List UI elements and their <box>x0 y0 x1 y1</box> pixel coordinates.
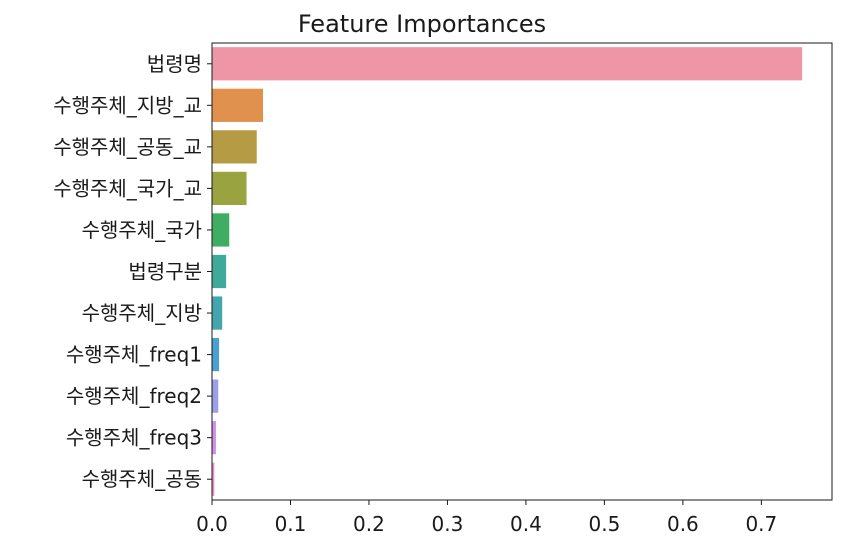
x-tick-label-0: 0.0 <box>196 512 228 536</box>
category-label-10: 수행주체_공동 <box>82 467 202 491</box>
category-label-0: 법령명 <box>147 52 202 76</box>
category-labels-group: 법령명수행주체_지방_교수행주체_공동_교수행주체_국가_교수행주체_국가법령구… <box>53 52 212 491</box>
x-tick-label-1: 0.1 <box>275 512 307 536</box>
bars-group <box>212 47 803 496</box>
category-label-4: 수행주체_국가 <box>82 218 202 242</box>
bar-1 <box>212 88 264 122</box>
bar-0 <box>212 47 803 81</box>
bar-9 <box>212 421 216 455</box>
bar-2 <box>212 130 257 164</box>
bar-5 <box>212 254 227 289</box>
x-tick-label-6: 0.6 <box>667 512 699 536</box>
bar-8 <box>212 379 219 413</box>
bar-3 <box>212 171 247 206</box>
chart-title: Feature Importances <box>298 10 546 38</box>
category-label-9: 수행주체_freq3 <box>66 426 202 450</box>
category-label-1: 수행주체_지방_교 <box>53 93 202 117</box>
x-axis-ticks-group: 0.0 0.1 0.2 0.3 0.4 0.5 0.6 0.7 <box>196 500 777 536</box>
x-tick-label-4: 0.4 <box>510 512 542 536</box>
category-label-7: 수행주체_freq1 <box>66 343 202 367</box>
category-label-6: 수행주체_지방 <box>82 301 202 325</box>
x-tick-label-2: 0.2 <box>353 512 385 536</box>
category-label-8: 수행주체_freq2 <box>66 384 202 408</box>
category-label-5: 법령구분 <box>128 260 202 284</box>
bar-6 <box>212 296 223 330</box>
bar-7 <box>212 337 220 372</box>
x-tick-label-3: 0.3 <box>432 512 464 536</box>
category-label-2: 수행주체_공동_교 <box>53 135 202 159</box>
plot-frame <box>211 42 833 501</box>
bar-4 <box>212 213 230 247</box>
bar-10 <box>212 462 215 496</box>
x-tick-label-5: 0.5 <box>588 512 620 536</box>
x-tick-label-7: 0.7 <box>745 512 777 536</box>
category-label-3: 수행주체_국가_교 <box>53 176 202 200</box>
